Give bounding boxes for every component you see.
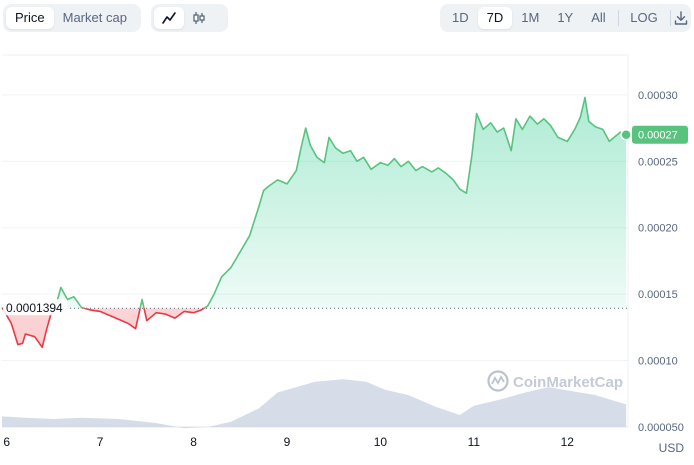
x-tick-label: 10 (374, 435, 388, 449)
price-fill-area (2, 97, 627, 348)
y-tick-label: 0.00015 (638, 289, 678, 301)
watermark-text: CoinMarketCap (513, 374, 623, 391)
download-button[interactable] (673, 7, 688, 29)
y-tick-label: 0.000050 (638, 422, 684, 434)
toolbar-divider (617, 10, 619, 26)
y-tick-label: 0.00025 (638, 156, 678, 168)
price-fill-up (2, 97, 627, 309)
x-axis: 6 7 8 9 10 11 12 (3, 435, 574, 449)
tab-market-cap[interactable]: Market cap (62, 10, 127, 25)
range-toolbar: 1D 7D 1M 1Y All LOG (440, 4, 691, 32)
range-1y-button[interactable]: 1Y (557, 10, 574, 25)
reference-price-label: 0.0001394 (3, 299, 67, 316)
current-price-text: 0.00027 (638, 130, 678, 142)
current-price-marker[interactable]: 0.00027 (620, 125, 688, 144)
range-1d-button[interactable]: 1D (452, 10, 469, 25)
current-price-badge (632, 125, 688, 144)
chart-type-tabs: Price Market cap (3, 4, 141, 32)
x-tick-label: 9 (284, 435, 291, 449)
price-line-down (1, 308, 206, 349)
candlestick-button[interactable] (184, 7, 214, 29)
price-line-up (1, 96, 627, 309)
price-line (1, 96, 627, 349)
volume-shape (2, 379, 627, 429)
line-chart-button[interactable] (154, 7, 184, 29)
toolbar-divider (669, 10, 671, 26)
tab-price[interactable]: Price (6, 7, 54, 29)
watermark: CoinMarketCap (487, 370, 623, 392)
line-chart-icon (162, 12, 176, 24)
y-tick-label: 0.00020 (638, 223, 678, 235)
x-tick-label: 6 (3, 435, 10, 449)
candlestick-icon (193, 12, 205, 24)
reference-price-label-bg (3, 299, 67, 316)
chart-mode-toggle (151, 4, 228, 32)
x-tick-label: 12 (561, 435, 575, 449)
y-axis: 0.000050 0.00010 0.00015 0.00020 0.00025 0.00… (638, 90, 684, 434)
range-all-button[interactable]: All (591, 10, 606, 25)
x-tick-label: 8 (190, 435, 197, 449)
download-icon (674, 11, 687, 25)
x-tick-label: 7 (97, 435, 104, 449)
coinmarketcap-logo-icon (487, 370, 509, 392)
log-scale-button[interactable]: LOG (630, 10, 658, 25)
currency-label: USD (658, 441, 684, 455)
y-tick-label: 0.00010 (638, 356, 678, 368)
volume-area (2, 379, 627, 429)
x-tick-label: 11 (468, 435, 481, 449)
current-price-dot (620, 128, 632, 141)
range-7d-button[interactable]: 7D (477, 7, 513, 29)
reference-price-text: 0.0001394 (6, 301, 63, 315)
y-tick-label: 0.00030 (638, 90, 678, 102)
range-1m-button[interactable]: 1M (521, 10, 540, 25)
